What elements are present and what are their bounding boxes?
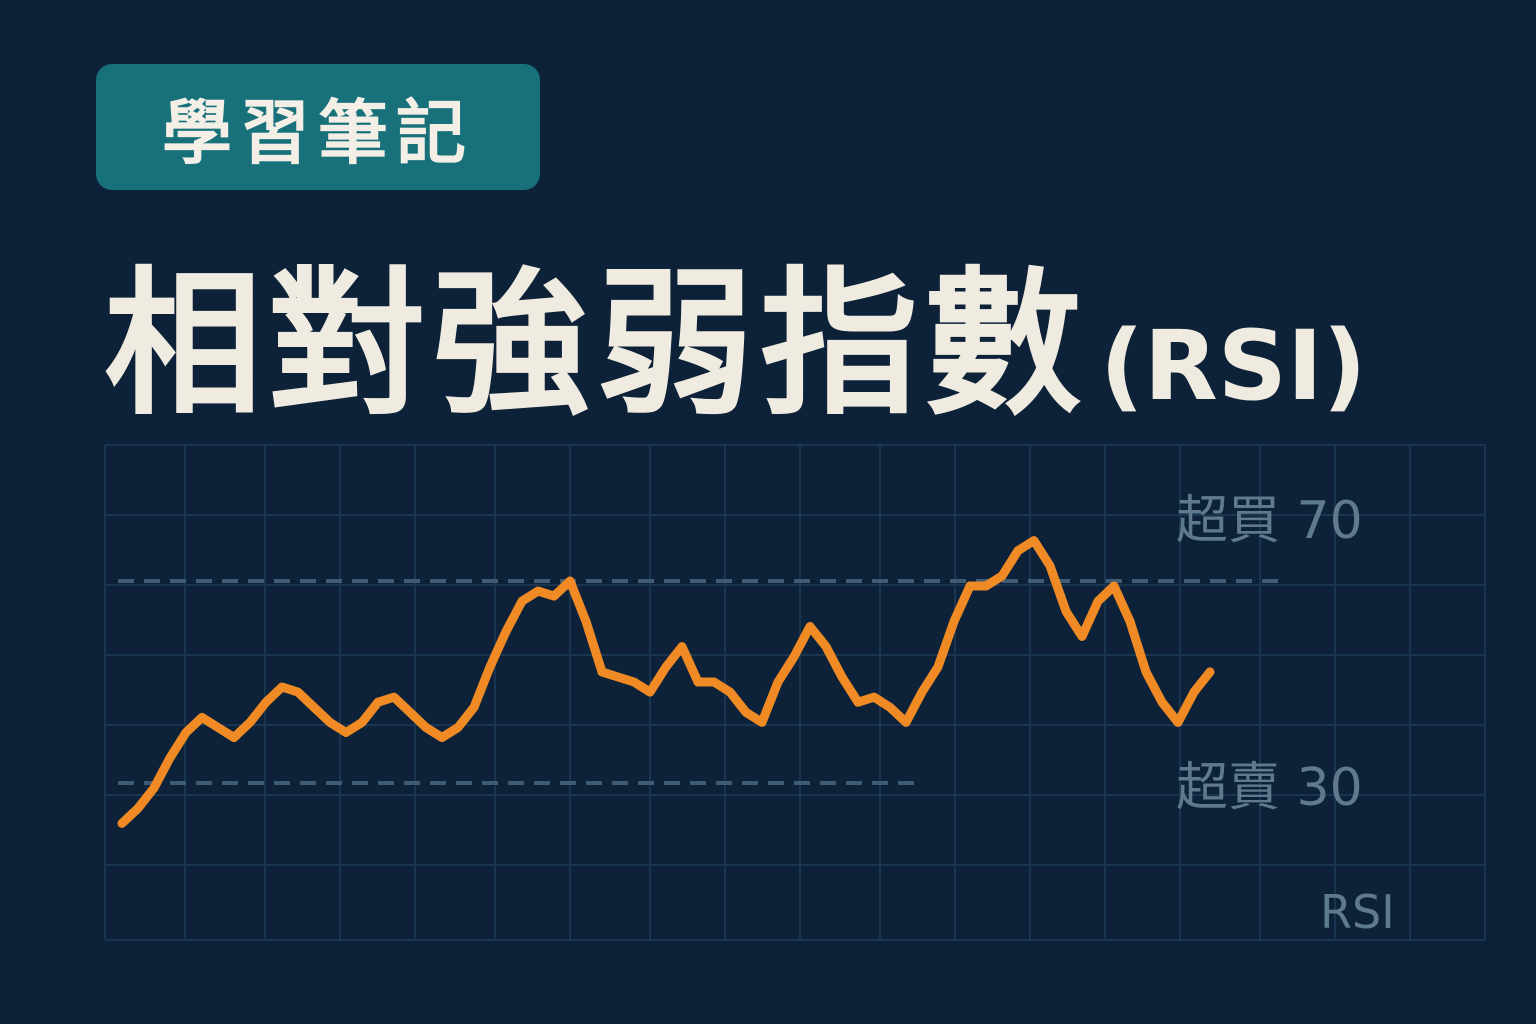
chart-grid <box>104 444 1486 941</box>
badge-label: 學習筆記 <box>162 91 474 174</box>
title-abbreviation: (RSI) <box>1100 310 1367 422</box>
reference-lines <box>118 579 1285 785</box>
title-main: 相對強弱指數 <box>104 253 1088 437</box>
oversold-label: 超賣 30 <box>1176 758 1363 818</box>
overbought-label: 超買 70 <box>1176 491 1363 551</box>
y-axis-label: RSI <box>1320 885 1395 939</box>
study-notes-badge: 學習筆記 <box>96 64 540 190</box>
rsi-series-line <box>117 536 1215 828</box>
page-title: 相對強弱指數 (RSI) <box>104 216 1367 437</box>
series-layer <box>117 536 1215 828</box>
